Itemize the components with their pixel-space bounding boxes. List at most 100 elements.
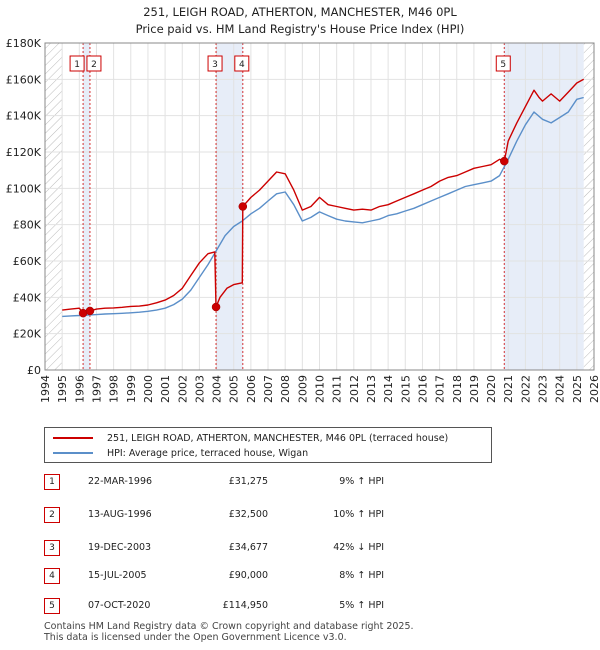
sale-marker-label: 1 <box>74 60 80 70</box>
hatched-range <box>45 43 63 370</box>
x-tick-label: 1998 <box>108 375 121 403</box>
x-tick-label: 2006 <box>245 375 258 403</box>
x-tick-label: 2002 <box>176 375 189 403</box>
x-tick-label: 2023 <box>537 375 550 403</box>
chart-title: 251, LEIGH ROAD, ATHERTON, MANCHESTER, M… <box>143 5 457 19</box>
x-tick-label: 2005 <box>228 375 241 403</box>
x-tick-label: 2021 <box>502 375 515 403</box>
sale-hpi-change: 42% ↓ HPI <box>333 542 384 553</box>
x-tick-label: 2011 <box>331 375 344 403</box>
sale-marker-label: 4 <box>239 60 245 70</box>
sale-date: 15-JUL-2005 <box>88 570 147 581</box>
sale-point <box>500 156 509 166</box>
sale-row: 5 07-OCT-2020 £114,950 5% ↑ HPI <box>44 598 464 616</box>
sale-marker-box: 4 <box>234 55 250 72</box>
x-tick-label: 2022 <box>519 375 532 403</box>
sale-price: £90,000 <box>228 570 268 581</box>
sale-date: 07-OCT-2020 <box>88 600 151 611</box>
x-tick-label: 1999 <box>125 375 138 403</box>
plot-frame <box>44 42 595 371</box>
x-tick-label: 2007 <box>262 375 275 403</box>
sale-marker-label: 2 <box>91 60 97 70</box>
x-tick-label: 2015 <box>399 375 412 403</box>
sale-marker-rect <box>86 55 102 72</box>
sale-row: 2 13-AUG-1996 £32,500 10% ↑ HPI <box>44 507 464 525</box>
legend-label-hpi: HPI: Average price, terraced house, Wiga… <box>107 447 309 459</box>
legend-swatch-property <box>53 437 93 439</box>
x-tick-label: 1995 <box>56 375 69 403</box>
sale-marker-label: 5 <box>500 60 506 70</box>
sale-marker-box: 5 <box>495 55 511 72</box>
hpi-series-line <box>62 96 584 318</box>
sale-marker-box: 1 <box>69 55 85 72</box>
footer-line-2: This data is licensed under the Open Gov… <box>44 632 347 643</box>
footer-line-1: Contains HM Land Registry data © Crown c… <box>44 621 414 632</box>
hatched-range <box>583 43 594 370</box>
legend-swatch-hpi <box>53 452 93 454</box>
chart-title-block: 251, LEIGH ROAD, ATHERTON, MANCHESTER, M… <box>0 4 600 38</box>
sale-marker-rect <box>495 55 511 72</box>
x-tick-label: 2003 <box>193 375 206 403</box>
sale-marker-label: 3 <box>212 60 218 70</box>
sale-price: £31,275 <box>228 476 268 487</box>
y-tick-label: £180K <box>6 37 42 50</box>
legend-label-property: 251, LEIGH ROAD, ATHERTON, MANCHESTER, M… <box>107 432 449 444</box>
price-chart: 1 2 3 4 5 £0 £20K £40K £60K £80K £100K £120K £140K £… <box>6 37 600 403</box>
y-tick-label: £120K <box>6 146 42 159</box>
x-tick-label: 2024 <box>554 375 567 403</box>
y-tick-label: £100K <box>6 182 42 195</box>
sale-hpi-change: 9% ↑ HPI <box>339 476 384 487</box>
footer-attribution: Contains HM Land Registry data © Crown c… <box>44 621 414 643</box>
x-tick-label: 2000 <box>142 375 155 403</box>
sale-hpi-change: 8% ↑ HPI <box>339 570 384 581</box>
sale-hpi-change: 5% ↑ HPI <box>339 600 384 611</box>
x-tick-label: 2013 <box>365 375 378 403</box>
x-tick-label: 2016 <box>416 375 429 403</box>
sale-point <box>85 306 95 316</box>
y-tick-label: £40K <box>13 291 42 304</box>
sale-marker-rect <box>234 55 250 72</box>
chart-legend: 251, LEIGH ROAD, ATHERTON, MANCHESTER, M… <box>44 427 492 463</box>
sale-price: £114,950 <box>222 600 268 611</box>
y-tick-label: £60K <box>13 255 42 268</box>
sale-date: 22-MAR-1996 <box>88 476 153 487</box>
x-tick-label: 2008 <box>279 375 292 403</box>
sale-marker-rect <box>69 55 85 72</box>
sale-date: 19-DEC-2003 <box>88 542 152 553</box>
x-tick-label: 2001 <box>159 375 172 403</box>
x-tick-label: 2019 <box>468 375 481 403</box>
y-tick-label: £20K <box>13 328 42 341</box>
sale-number-badge: 5 <box>44 598 60 614</box>
shaded-range <box>504 43 584 370</box>
y-tick-label: £80K <box>13 219 42 232</box>
x-tick-label: 2026 <box>588 375 600 403</box>
shaded-range <box>216 43 243 370</box>
sale-marker-box: 3 <box>207 55 223 72</box>
y-tick-label: £0 <box>27 364 41 377</box>
y-tick-label: £160K <box>6 73 42 86</box>
y-tick-label: £140K <box>6 110 42 123</box>
x-tick-label: 2020 <box>485 375 498 403</box>
sale-hpi-change: 10% ↑ HPI <box>333 509 384 520</box>
shaded-range <box>83 43 90 370</box>
x-tick-label: 2010 <box>314 375 327 403</box>
sale-marker-rect <box>207 55 223 72</box>
sale-date: 13-AUG-1996 <box>88 509 152 520</box>
legend-item-property: 251, LEIGH ROAD, ATHERTON, MANCHESTER, M… <box>53 431 448 445</box>
x-tick-label: 2014 <box>382 375 395 403</box>
x-tick-label: 2018 <box>451 375 464 403</box>
legend-item-hpi: HPI: Average price, terraced house, Wiga… <box>53 446 308 460</box>
sale-row: 3 19-DEC-2003 £34,677 42% ↓ HPI <box>44 540 464 558</box>
sale-row: 1 22-MAR-1996 £31,275 9% ↑ HPI <box>44 474 464 492</box>
sale-row: 4 15-JUL-2005 £90,000 8% ↑ HPI <box>44 568 464 586</box>
x-tick-label: 1994 <box>39 375 52 403</box>
sale-number-badge: 3 <box>44 540 60 556</box>
sale-number-badge: 2 <box>44 507 60 523</box>
sale-point <box>238 202 248 211</box>
x-tick-label: 1997 <box>90 375 103 403</box>
x-tick-label: 2017 <box>434 375 447 403</box>
sale-point <box>211 302 221 312</box>
x-tick-label: 2009 <box>296 375 309 403</box>
x-tick-label: 2012 <box>348 375 361 403</box>
x-tick-label: 1996 <box>73 375 86 403</box>
